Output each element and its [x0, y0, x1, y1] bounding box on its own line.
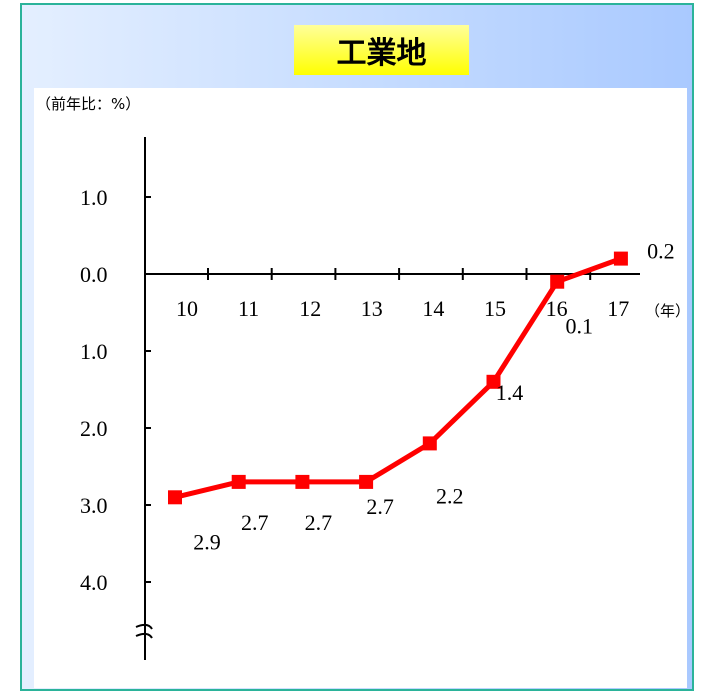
x-axis-unit-label: （年）: [645, 302, 690, 320]
chart-frame: 工業地: [20, 3, 694, 691]
y-tick-label-5: 4.0: [80, 570, 108, 595]
data-label-11: 2.7: [241, 510, 269, 535]
axis-break-mark-1: [135, 623, 153, 630]
x-tick-label-14: 14: [422, 296, 444, 321]
data-point-10: [168, 490, 182, 505]
x-tick-label-17: 17: [607, 296, 629, 321]
x-tick-label-13: 13: [361, 296, 383, 321]
axis-break-mark-2: [135, 632, 153, 639]
data-label-16: 0.1: [565, 314, 593, 339]
data-label-12: 2.7: [305, 510, 333, 535]
data-point-14: [422, 436, 437, 451]
x-tick-label-12: 12: [299, 296, 321, 321]
x-tick-label-11: 11: [238, 296, 259, 321]
y-tick-label-4: 3.0: [80, 493, 108, 518]
data-label-13: 2.7: [366, 494, 394, 519]
series-line-0: [174, 256, 622, 500]
chart-title: 工業地: [294, 25, 469, 75]
x-tick-label-16: 16: [546, 296, 568, 321]
y-axis-unit-label: （前年比：%）: [36, 95, 140, 113]
plot-area: [34, 88, 687, 688]
y-tick-label-2: 1.0: [80, 339, 108, 364]
data-label-17: 0.2: [647, 239, 675, 264]
data-label-15: 1.4: [496, 380, 524, 405]
y-tick-label-0: 1.0: [80, 185, 108, 210]
data-point-17: [613, 251, 628, 266]
data-label-10: 2.9: [193, 529, 221, 554]
y-tick-label-3: 2.0: [80, 416, 108, 441]
data-point-16: [550, 274, 565, 289]
data-point-11: [231, 474, 246, 489]
x-tick-label-10: 10: [176, 296, 198, 321]
data-point-15: [486, 374, 501, 389]
y-tick-label-1: 0.0: [80, 262, 108, 287]
data-label-14: 2.2: [436, 483, 464, 508]
x-tick-label-15: 15: [484, 296, 506, 321]
data-point-13: [359, 474, 374, 489]
data-point-12: [295, 474, 310, 489]
